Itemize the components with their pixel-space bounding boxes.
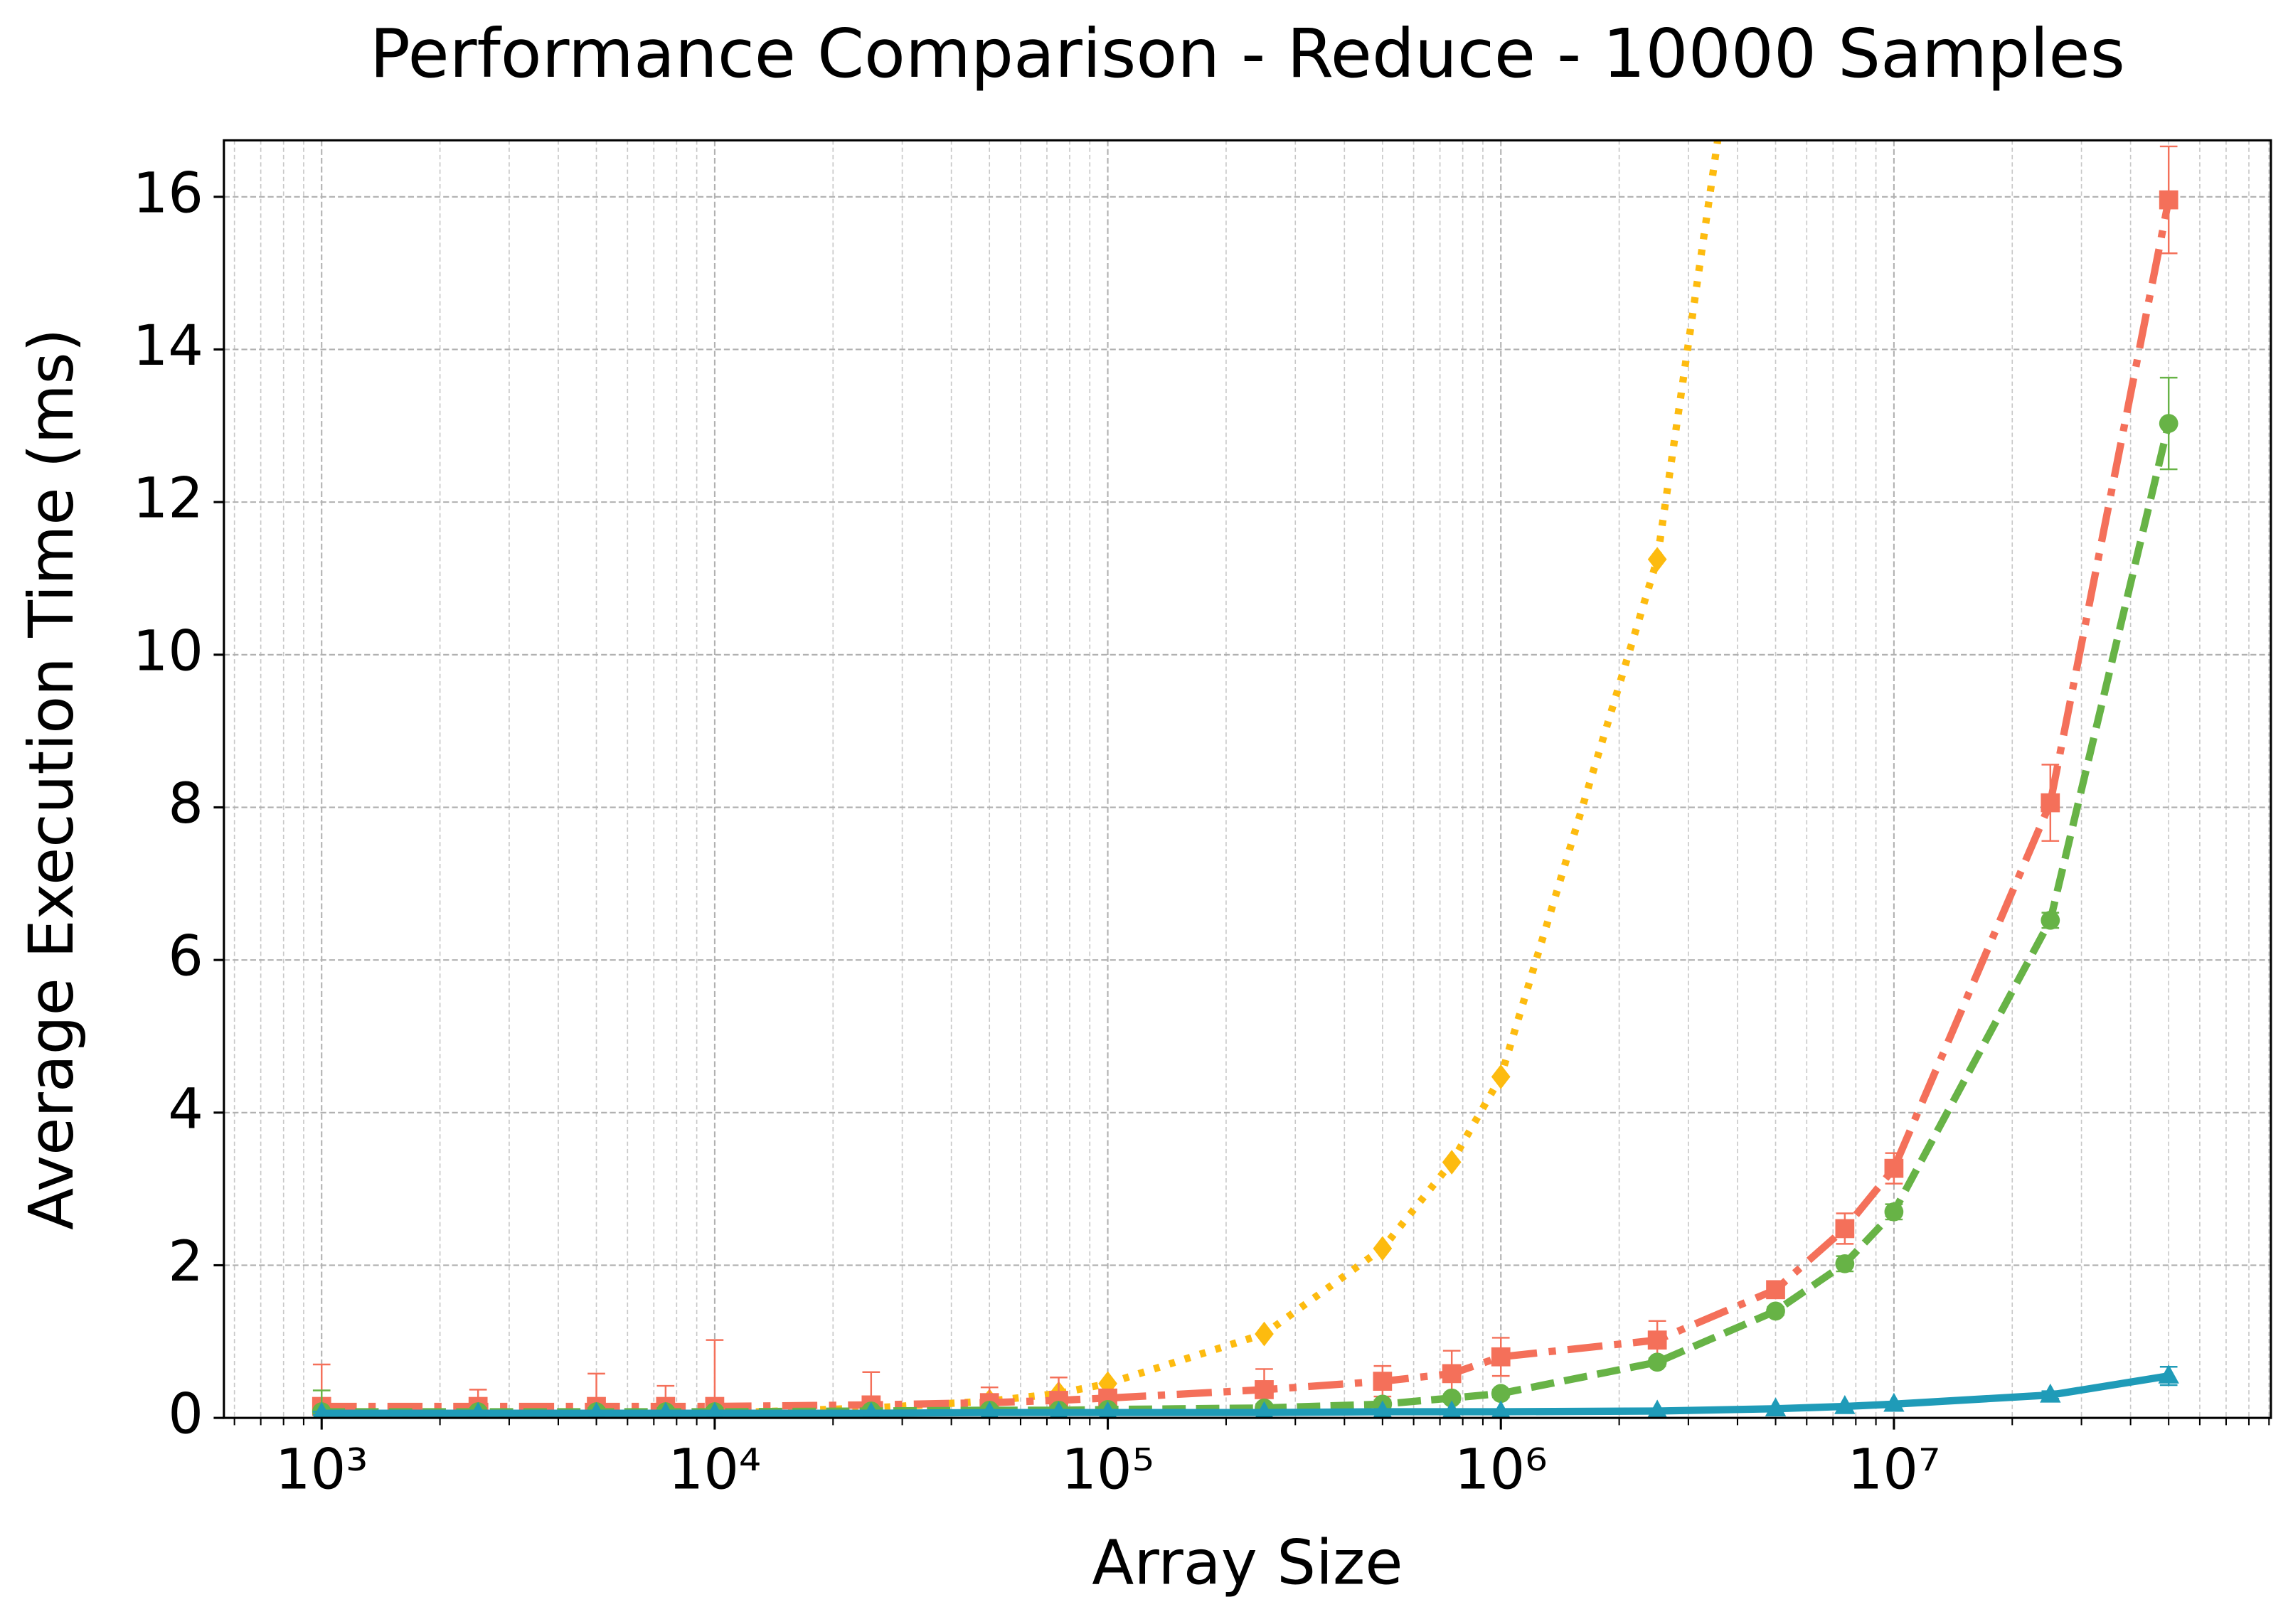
y-tick-label: 16	[133, 161, 203, 225]
y-axis-label: Average Execution Time (ms)	[16, 328, 87, 1230]
marker	[1766, 1301, 1785, 1321]
y-tick-label: 12	[133, 466, 203, 531]
marker	[862, 1401, 881, 1419]
marker	[2041, 793, 2060, 813]
marker	[1765, 1397, 1787, 1416]
marker	[1098, 1401, 1117, 1419]
marker	[1834, 1394, 1856, 1414]
marker	[2159, 190, 2178, 210]
y-tick-label: 10	[133, 619, 203, 683]
marker	[1255, 1321, 1274, 1347]
marker	[2041, 910, 2060, 930]
marker	[1442, 1388, 1462, 1408]
grid	[223, 140, 2271, 1419]
axes: 0 2 4 6 8 10 12 14 16 10³ 10⁴ 10⁵ 10⁶ 10⁷	[133, 139, 2272, 1502]
marker	[1884, 1158, 1904, 1178]
marker	[1255, 1380, 1274, 1399]
marker	[312, 1401, 331, 1419]
x-tick-label: 10³	[275, 1438, 368, 1502]
marker	[1766, 1280, 1785, 1300]
y-tick-label: 4	[168, 1077, 203, 1141]
marker	[706, 1401, 724, 1419]
marker	[1647, 547, 1667, 572]
marker	[2158, 1364, 2179, 1384]
marker	[1491, 1347, 1511, 1367]
y-tick-label: 6	[168, 924, 203, 989]
marker	[656, 1401, 675, 1419]
marker	[1373, 1236, 1393, 1261]
marker	[1373, 1400, 1393, 1419]
x-tick-label: 10⁴	[669, 1438, 762, 1502]
y-tick-label: 8	[168, 771, 203, 836]
marker	[1835, 1254, 1855, 1273]
marker	[1491, 1064, 1511, 1089]
y-tick-label: 14	[133, 314, 203, 378]
marker	[1442, 1150, 1462, 1175]
plot-frame	[223, 139, 2272, 1419]
marker	[1835, 1219, 1855, 1239]
marker	[2159, 414, 2178, 433]
x-tick-label: 10⁵	[1061, 1438, 1154, 1502]
marker	[1884, 1202, 1904, 1222]
marker	[1491, 1384, 1511, 1404]
x-tick-label: 10⁷	[1848, 1438, 1941, 1502]
marker	[1442, 1364, 1462, 1384]
marker	[469, 1401, 487, 1419]
series-line	[321, 199, 2173, 1411]
marker	[1883, 1392, 1905, 1412]
marker	[587, 1401, 605, 1419]
marker	[980, 1401, 999, 1419]
marker	[1647, 1399, 1668, 1419]
plot-data	[312, 140, 2179, 1419]
marker	[2040, 1383, 2061, 1403]
y-tick-label: 0	[168, 1382, 203, 1447]
marker	[1442, 1400, 1462, 1419]
marker	[1098, 1371, 1117, 1396]
series-line	[321, 140, 1722, 1418]
marker	[1491, 1400, 1511, 1419]
chart-title: Performance Comparison - Reduce - 10000 …	[370, 15, 2125, 93]
marker	[1049, 1401, 1068, 1419]
y-tick-label: 2	[168, 1229, 203, 1294]
marker	[1373, 1372, 1393, 1391]
marker	[1255, 1401, 1274, 1419]
x-axis-label: Array Size	[1092, 1527, 1403, 1598]
x-tick-label: 10⁶	[1454, 1438, 1548, 1502]
marker	[1647, 1352, 1667, 1372]
series-line	[321, 422, 2173, 1416]
marker	[1647, 1330, 1667, 1350]
